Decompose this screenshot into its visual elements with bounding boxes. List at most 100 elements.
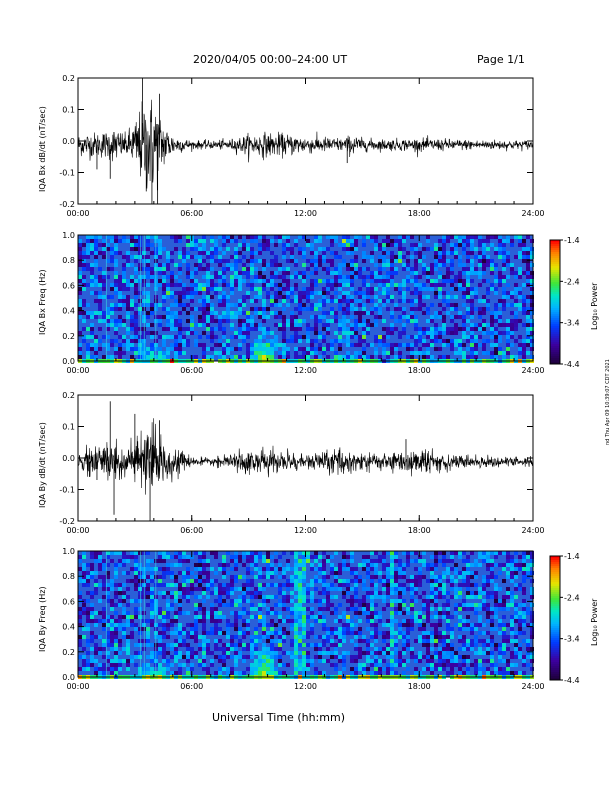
- bx-spec-cell: [182, 351, 186, 355]
- bx-spec-cell: [322, 279, 326, 283]
- bx-spec-cell: [394, 259, 398, 263]
- by-spec-cell: [202, 651, 206, 655]
- by-spec-cell: [510, 595, 514, 599]
- by-spec-cell: [258, 671, 262, 675]
- by-spec-cell: [402, 611, 406, 615]
- by-spec-cell: [334, 575, 338, 579]
- by-spec-cell: [126, 603, 130, 607]
- by-spec-cell: [202, 555, 206, 559]
- by-spec-cell: [162, 635, 166, 639]
- bx-spec-cell: [530, 287, 534, 291]
- bx-spec-cell: [210, 279, 214, 283]
- bx-spec-cell: [334, 235, 338, 239]
- bx-spec-cell: [494, 307, 498, 311]
- by-spec-cell: [398, 599, 402, 603]
- by-spec-cell: [530, 667, 534, 671]
- by-spec-cell: [310, 591, 314, 595]
- bx-spec-cell: [202, 319, 206, 323]
- bx-spec-cell: [438, 255, 442, 259]
- by-spec-cell: [286, 615, 290, 619]
- by-spec-cell: [214, 599, 218, 603]
- by-spec-cell: [162, 559, 166, 563]
- by-spec-cell: [98, 599, 102, 603]
- by-spec-cell: [482, 631, 486, 635]
- by-spec-cell: [414, 619, 418, 623]
- bx-spec-cell: [470, 271, 474, 275]
- by-spec-cell: [138, 579, 142, 583]
- bx-spec-cell: [322, 299, 326, 303]
- by-spec-cell: [374, 551, 378, 555]
- by-spec-cell: [270, 623, 274, 627]
- by-spec-cell: [402, 671, 406, 675]
- bx-spec-cell: [478, 315, 482, 319]
- bx-spec-cell: [322, 247, 326, 251]
- by-spec-cell: [102, 607, 106, 611]
- bx-spec-cell: [238, 303, 242, 307]
- by-spec-cell: [462, 659, 466, 663]
- by-spec-cell: [442, 615, 446, 619]
- bx-spec-cell: [226, 307, 230, 311]
- bx-spec-cell: [502, 303, 506, 307]
- by-spec-cell: [514, 631, 518, 635]
- by-spec-cell: [218, 591, 222, 595]
- by-spec-cell: [94, 559, 98, 563]
- by-spec-cell: [106, 575, 110, 579]
- bx-spec-cell: [498, 239, 502, 243]
- bx-spec-cell: [314, 255, 318, 259]
- by-spec-cell: [146, 671, 150, 675]
- bx-spec-cell: [170, 335, 174, 339]
- by-spec-cell: [526, 611, 530, 615]
- by-spec-cell: [226, 647, 230, 651]
- by-spec-cell: [490, 659, 494, 663]
- bx-spec-cell: [390, 295, 394, 299]
- bx-spec-cell: [238, 319, 242, 323]
- bx-spec-cell: [234, 315, 238, 319]
- bx-spec-cell: [318, 259, 322, 263]
- bx-spec-cell: [454, 255, 458, 259]
- by-spec-cell: [162, 575, 166, 579]
- bx-spec-cell: [330, 287, 334, 291]
- by-spec-cell: [214, 643, 218, 647]
- by-spec-cell: [466, 623, 470, 627]
- by-spec-cell: [482, 591, 486, 595]
- bx-spec-cell: [354, 235, 358, 239]
- bx-spec-cell: [446, 339, 450, 343]
- by-spec-cell: [466, 659, 470, 663]
- bx-spec-cell: [94, 347, 98, 351]
- bx-spec-cell: [86, 303, 90, 307]
- by-spec-cell: [522, 615, 526, 619]
- by-spec-cell: [506, 571, 510, 575]
- bx-spec-cell: [510, 331, 514, 335]
- by-spec-cell: [302, 591, 306, 595]
- by-spec-cell: [158, 615, 162, 619]
- by-spec-cell: [230, 671, 234, 675]
- by-spec-cell: [298, 575, 302, 579]
- bx-spec-cell: [362, 331, 366, 335]
- by-spec-cell: [282, 583, 286, 587]
- by-spec-cell: [434, 655, 438, 659]
- bx-spec-cell: [402, 343, 406, 347]
- bx-spec-cell: [266, 263, 270, 267]
- bx-spec-cell: [330, 283, 334, 287]
- bx-spec-cell: [362, 307, 366, 311]
- by-spec-cell: [202, 623, 206, 627]
- bx-spec-cell: [134, 323, 138, 327]
- bx-spec-cell: [186, 287, 190, 291]
- by-spec-cell: [278, 619, 282, 623]
- bx-spec-cell: [454, 331, 458, 335]
- bx-spec-cell: [138, 327, 142, 331]
- bx-spec-cell: [442, 279, 446, 283]
- by-spec-cell: [294, 567, 298, 571]
- bx-spec-cell: [426, 239, 430, 243]
- by-spec-cell: [370, 631, 374, 635]
- bx-spec-cell: [326, 259, 330, 263]
- bx-spec-cell: [446, 299, 450, 303]
- by-spec-cell: [178, 639, 182, 643]
- bx-spec-cell: [438, 247, 442, 251]
- bx-spec-cell: [318, 303, 322, 307]
- bx-spec-cell: [470, 343, 474, 347]
- by-spec-cell: [110, 603, 114, 607]
- bx-spec-cell: [450, 235, 454, 239]
- by-spec-cell: [430, 579, 434, 583]
- by-spec-cell: [230, 575, 234, 579]
